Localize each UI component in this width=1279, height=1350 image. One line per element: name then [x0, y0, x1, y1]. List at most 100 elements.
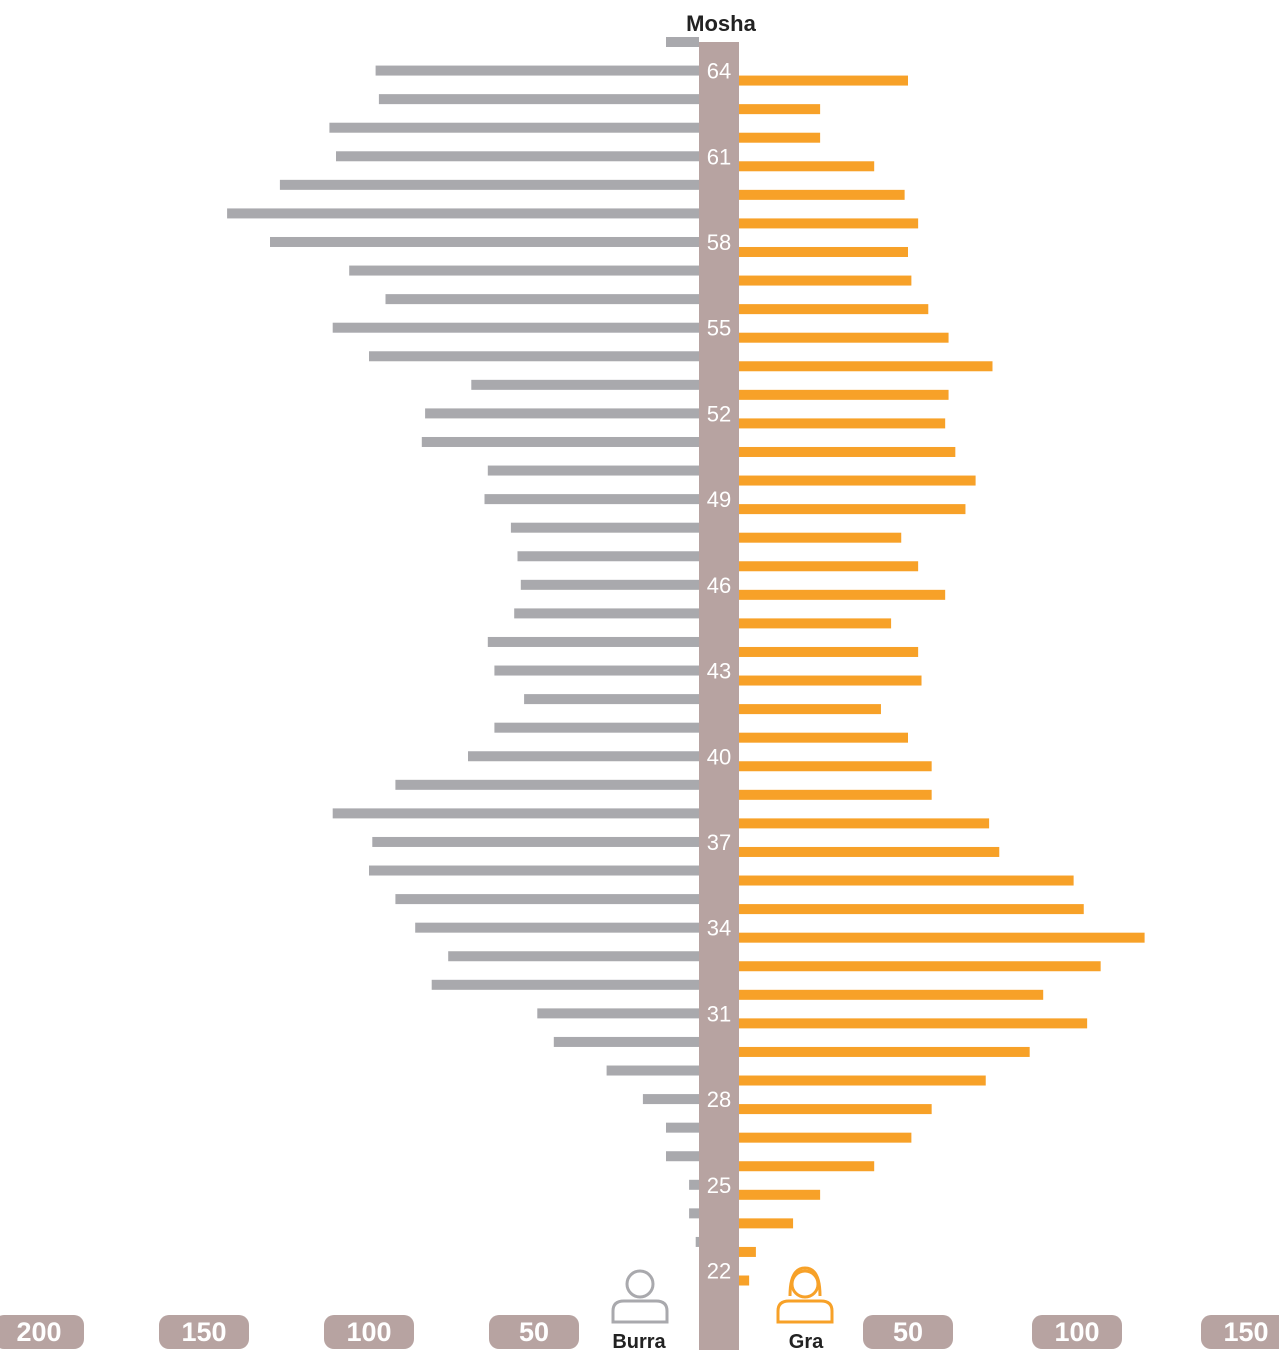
- male-bar-age-64: [375, 65, 699, 76]
- age-label-46: 46: [707, 573, 731, 598]
- male-bar-age-63: [378, 94, 699, 105]
- female-bar-age-43: [739, 675, 922, 686]
- male-bar-age-65: [666, 37, 699, 47]
- age-label-61: 61: [707, 144, 731, 169]
- male-bar-age-49: [484, 494, 699, 505]
- male-bar-age-23: [695, 1236, 699, 1247]
- male-bar-age-53: [471, 379, 699, 390]
- male-bar-age-55: [332, 322, 699, 333]
- male-bar-age-61: [336, 151, 699, 162]
- female-bar-age-42: [739, 704, 881, 715]
- male-bar-age-24: [689, 1208, 699, 1219]
- female-bar-age-48: [739, 532, 902, 543]
- x-tick-pill-right-150: [1201, 1315, 1279, 1349]
- female-bar-age-37: [739, 846, 1000, 857]
- female-bar-age-53: [739, 389, 949, 400]
- male-legend-label: Burra: [612, 1331, 666, 1350]
- male-bar-age-46: [520, 579, 699, 590]
- male-bar-age-50: [487, 465, 699, 476]
- male-bar-age-44: [487, 636, 699, 647]
- female-bar-age-22: [739, 1275, 750, 1286]
- age-label-49: 49: [707, 487, 731, 512]
- x-tick-pill-left-50: [489, 1315, 579, 1349]
- male-bar-age-40: [468, 751, 699, 762]
- age-labels: 64 61 58 55 52 49 46 43 40 37 34 31 28 25 22: [707, 59, 731, 1284]
- x-tick-label-left-100: 100: [346, 1317, 391, 1347]
- male-bar-age-30: [553, 1036, 699, 1047]
- female-bar-age-49: [739, 504, 966, 515]
- female-bar-age-63: [739, 104, 821, 115]
- female-bar-age-50: [739, 475, 976, 486]
- female-bar-age-47: [739, 561, 919, 572]
- age-label-40: 40: [707, 744, 731, 769]
- male-bar-age-37: [372, 836, 699, 847]
- male-bar-age-33: [448, 951, 699, 962]
- female-bar-age-57: [739, 275, 912, 286]
- female-bar-age-32: [739, 989, 1044, 1000]
- age-label-37: 37: [707, 830, 731, 855]
- age-label-43: 43: [707, 659, 731, 684]
- male-bar-age-28: [642, 1094, 699, 1105]
- female-bar-age-56: [739, 304, 929, 315]
- female-bar-age-28: [739, 1104, 932, 1115]
- female-bar-age-45: [739, 618, 892, 629]
- male-bar-age-58: [270, 236, 699, 247]
- male-bar-age-42: [524, 694, 699, 705]
- female-bar-age-51: [739, 446, 956, 457]
- female-bar-age-39: [739, 789, 932, 800]
- female-bar-age-62: [739, 132, 821, 143]
- female-bar-age-35: [739, 904, 1084, 915]
- x-tick-label-right-100: 100: [1054, 1317, 1099, 1347]
- male-bar-age-38: [332, 808, 699, 819]
- female-bar-age-31: [739, 1018, 1088, 1029]
- x-tick-label-left-50: 50: [519, 1317, 549, 1347]
- x-tick-pill-right-100: [1032, 1315, 1122, 1349]
- male-bar-age-62: [329, 122, 699, 133]
- female-bar-age-52: [739, 418, 946, 429]
- male-bar-age-35: [395, 894, 699, 905]
- female-bar-age-27: [739, 1132, 912, 1143]
- female-bar-age-59: [739, 218, 919, 229]
- male-bar-age-48: [510, 522, 699, 533]
- age-label-31: 31: [707, 1001, 731, 1026]
- age-label-28: 28: [707, 1087, 731, 1112]
- female-bar-age-44: [739, 646, 919, 657]
- female-bar-age-36: [739, 875, 1074, 886]
- male-person-icon: [611, 1269, 669, 1324]
- x-axis-ticks: 200 150 100 50 50 100 150: [0, 1315, 1279, 1349]
- male-bar-age-29: [606, 1065, 699, 1076]
- female-bar-age-54: [739, 361, 993, 372]
- age-label-34: 34: [707, 916, 731, 941]
- x-tick-pill-left-200: [0, 1315, 84, 1349]
- female-bar-age-34: [739, 932, 1145, 943]
- male-bar-age-54: [369, 351, 699, 362]
- male-bar-age-39: [395, 779, 699, 790]
- female-bar-age-61: [739, 161, 875, 172]
- male-bar-age-52: [425, 408, 699, 419]
- male-bar-age-47: [517, 551, 699, 562]
- age-label-25: 25: [707, 1173, 731, 1198]
- female-bar-age-40: [739, 761, 932, 772]
- male-bar-age-25: [689, 1179, 699, 1190]
- male-bar-age-45: [514, 608, 699, 619]
- male-bar-age-34: [415, 922, 699, 933]
- x-tick-pill-left-100: [324, 1315, 414, 1349]
- female-bars: [739, 75, 1145, 1286]
- x-tick-pill-left-150: [159, 1315, 249, 1349]
- male-bar-age-43: [494, 665, 699, 676]
- male-bar-age-51: [421, 436, 699, 447]
- male-bar-age-57: [349, 265, 699, 276]
- x-tick-label-left-200: 200: [16, 1317, 61, 1347]
- female-person-icon: [776, 1266, 834, 1324]
- x-tick-label-left-150: 150: [181, 1317, 226, 1347]
- female-bar-age-55: [739, 332, 949, 343]
- male-bar-age-56: [385, 294, 699, 305]
- age-axis-band: [699, 42, 739, 1350]
- female-bar-age-58: [739, 246, 908, 257]
- female-bar-age-60: [739, 189, 905, 200]
- female-bar-age-26: [739, 1161, 875, 1172]
- age-label-52: 52: [707, 401, 731, 426]
- female-bar-age-41: [739, 732, 908, 743]
- female-bar-age-38: [739, 818, 990, 829]
- male-bars: [227, 37, 699, 1247]
